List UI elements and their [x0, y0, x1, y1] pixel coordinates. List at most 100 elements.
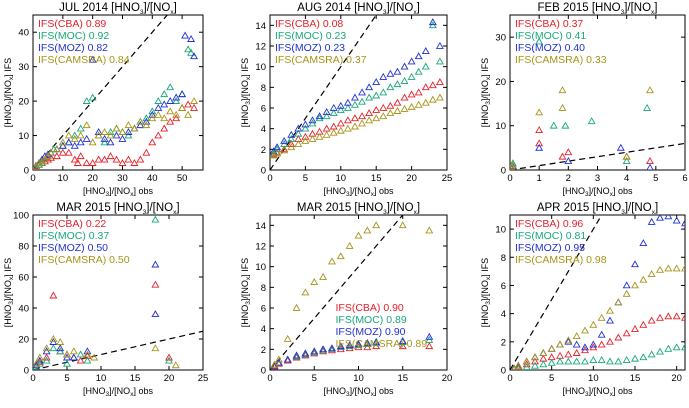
one-to-one-line — [33, 15, 168, 170]
x-tick-label: 15 — [630, 373, 641, 384]
x-tick-label: 20 — [87, 173, 98, 184]
data-point-moz — [124, 128, 133, 135]
data-point-moc — [70, 131, 79, 139]
data-point-moz — [407, 57, 416, 65]
data-point-moc — [547, 358, 556, 366]
data-point-moz — [148, 110, 157, 118]
data-point-cba — [327, 346, 336, 354]
x-tick-label: 50 — [177, 173, 188, 184]
data-point-camsra — [379, 112, 388, 120]
legend-entry-moc: IFS(MOC) 0.37 — [38, 230, 109, 242]
data-point-moc — [294, 129, 303, 137]
one-to-one-line — [270, 215, 404, 370]
x-tick-label: 0 — [507, 373, 512, 384]
data-point-moc — [160, 90, 169, 98]
data-point-camsra — [43, 152, 52, 160]
data-point-cba — [274, 359, 283, 367]
data-point-camsra — [414, 100, 423, 108]
legend-entry-cba: IFS(CBA) 0.89 — [38, 18, 106, 30]
series-cba — [510, 126, 654, 170]
data-point-moc — [572, 357, 581, 365]
data-point-moc — [345, 342, 354, 350]
y-tick-label: 2 — [261, 345, 266, 356]
data-point-camsra — [190, 97, 199, 104]
chart-title: MAR 2015 [HNO3]/[NOx] — [56, 202, 179, 216]
legend-entry-cba: IFS(CBA) 0.90 — [335, 302, 403, 314]
data-point-cba — [350, 114, 359, 122]
data-point-camsra — [100, 128, 109, 135]
data-point-moc — [421, 62, 430, 70]
data-point-moc — [643, 103, 652, 111]
data-point-camsra — [656, 265, 664, 273]
data-point-moc — [664, 344, 673, 352]
data-point-camsra — [308, 134, 317, 142]
data-point-moz — [365, 83, 374, 91]
data-point-moz — [100, 134, 109, 142]
y-tick-label: 8 — [261, 283, 266, 294]
data-point-cba — [118, 159, 127, 166]
data-point-moc — [148, 107, 157, 115]
data-point-moc — [622, 157, 631, 164]
data-point-cba — [130, 159, 139, 166]
data-point-moc — [336, 343, 345, 351]
x-tick-label: 20 — [442, 373, 453, 384]
data-point-camsra — [639, 275, 648, 283]
legend-entry-moz: IFS(MOZ) 0.40 — [515, 42, 585, 54]
data-point-cba — [329, 122, 338, 130]
data-point-moz — [294, 124, 303, 132]
data-point-cba — [606, 337, 614, 345]
x-tick-label: 10 — [353, 373, 364, 384]
data-point-cba — [301, 351, 310, 359]
data-point-cba — [142, 148, 151, 156]
data-point-camsra — [70, 134, 79, 142]
y-tick-label: 10 — [18, 131, 29, 142]
data-point-moc — [88, 93, 97, 101]
data-point-moz — [414, 52, 423, 60]
legend-entry-camsra: IFS(CAMSRA) 0.50 — [38, 254, 130, 266]
x-axis-label: [HNO3]/[NOx] obs — [83, 386, 153, 398]
data-point-moc — [315, 114, 324, 122]
data-point-moc — [656, 347, 664, 355]
data-point-moz — [589, 340, 598, 348]
y-tick-label: 4 — [261, 324, 266, 335]
data-point-cba — [646, 157, 654, 164]
y-tick-label: 12 — [255, 42, 266, 53]
data-point-moz — [151, 260, 160, 268]
data-point-cba — [70, 155, 79, 163]
data-point-camsra — [400, 104, 409, 112]
data-point-moz — [43, 150, 52, 158]
data-point-cba — [647, 316, 656, 324]
data-point-moz — [118, 134, 127, 142]
data-point-camsra — [310, 278, 319, 286]
data-point-cba — [656, 313, 664, 321]
data-point-moc — [400, 77, 409, 84]
data-point-camsra — [664, 264, 673, 272]
x-tick-label: 0 — [267, 373, 272, 384]
data-point-moc — [358, 97, 367, 105]
data-point-cba — [358, 112, 367, 120]
y-axis-label: [HNO3]/[NOx] IFS — [240, 58, 252, 127]
data-point-camsra — [681, 264, 685, 272]
data-point-moz — [319, 345, 328, 353]
data-point-moz — [69, 353, 78, 361]
x-axis-label: [HNO3]/[NOx] obs — [83, 186, 153, 198]
data-point-camsra — [151, 344, 160, 352]
data-point-moz — [33, 361, 41, 369]
chart-title: JUL 2014 [HNO3]/[NOx] — [59, 2, 177, 16]
data-point-moz — [358, 88, 367, 96]
data-point-cba — [190, 103, 199, 111]
data-point-camsra — [130, 124, 139, 132]
x-tick-label: 1 — [537, 173, 542, 184]
data-point-moz — [322, 108, 331, 115]
data-point-moc — [354, 341, 363, 349]
data-point-cba — [398, 342, 407, 350]
data-point-moz — [363, 339, 372, 346]
data-point-moc — [151, 215, 160, 223]
data-point-moz — [172, 93, 181, 101]
data-point-camsra — [535, 108, 544, 116]
data-point-camsra — [292, 303, 301, 311]
data-point-moc — [327, 345, 336, 353]
data-point-camsra — [393, 106, 402, 114]
legend-entry-moc: IFS(MOC) 0.92 — [38, 30, 109, 42]
data-point-moz — [283, 355, 292, 363]
